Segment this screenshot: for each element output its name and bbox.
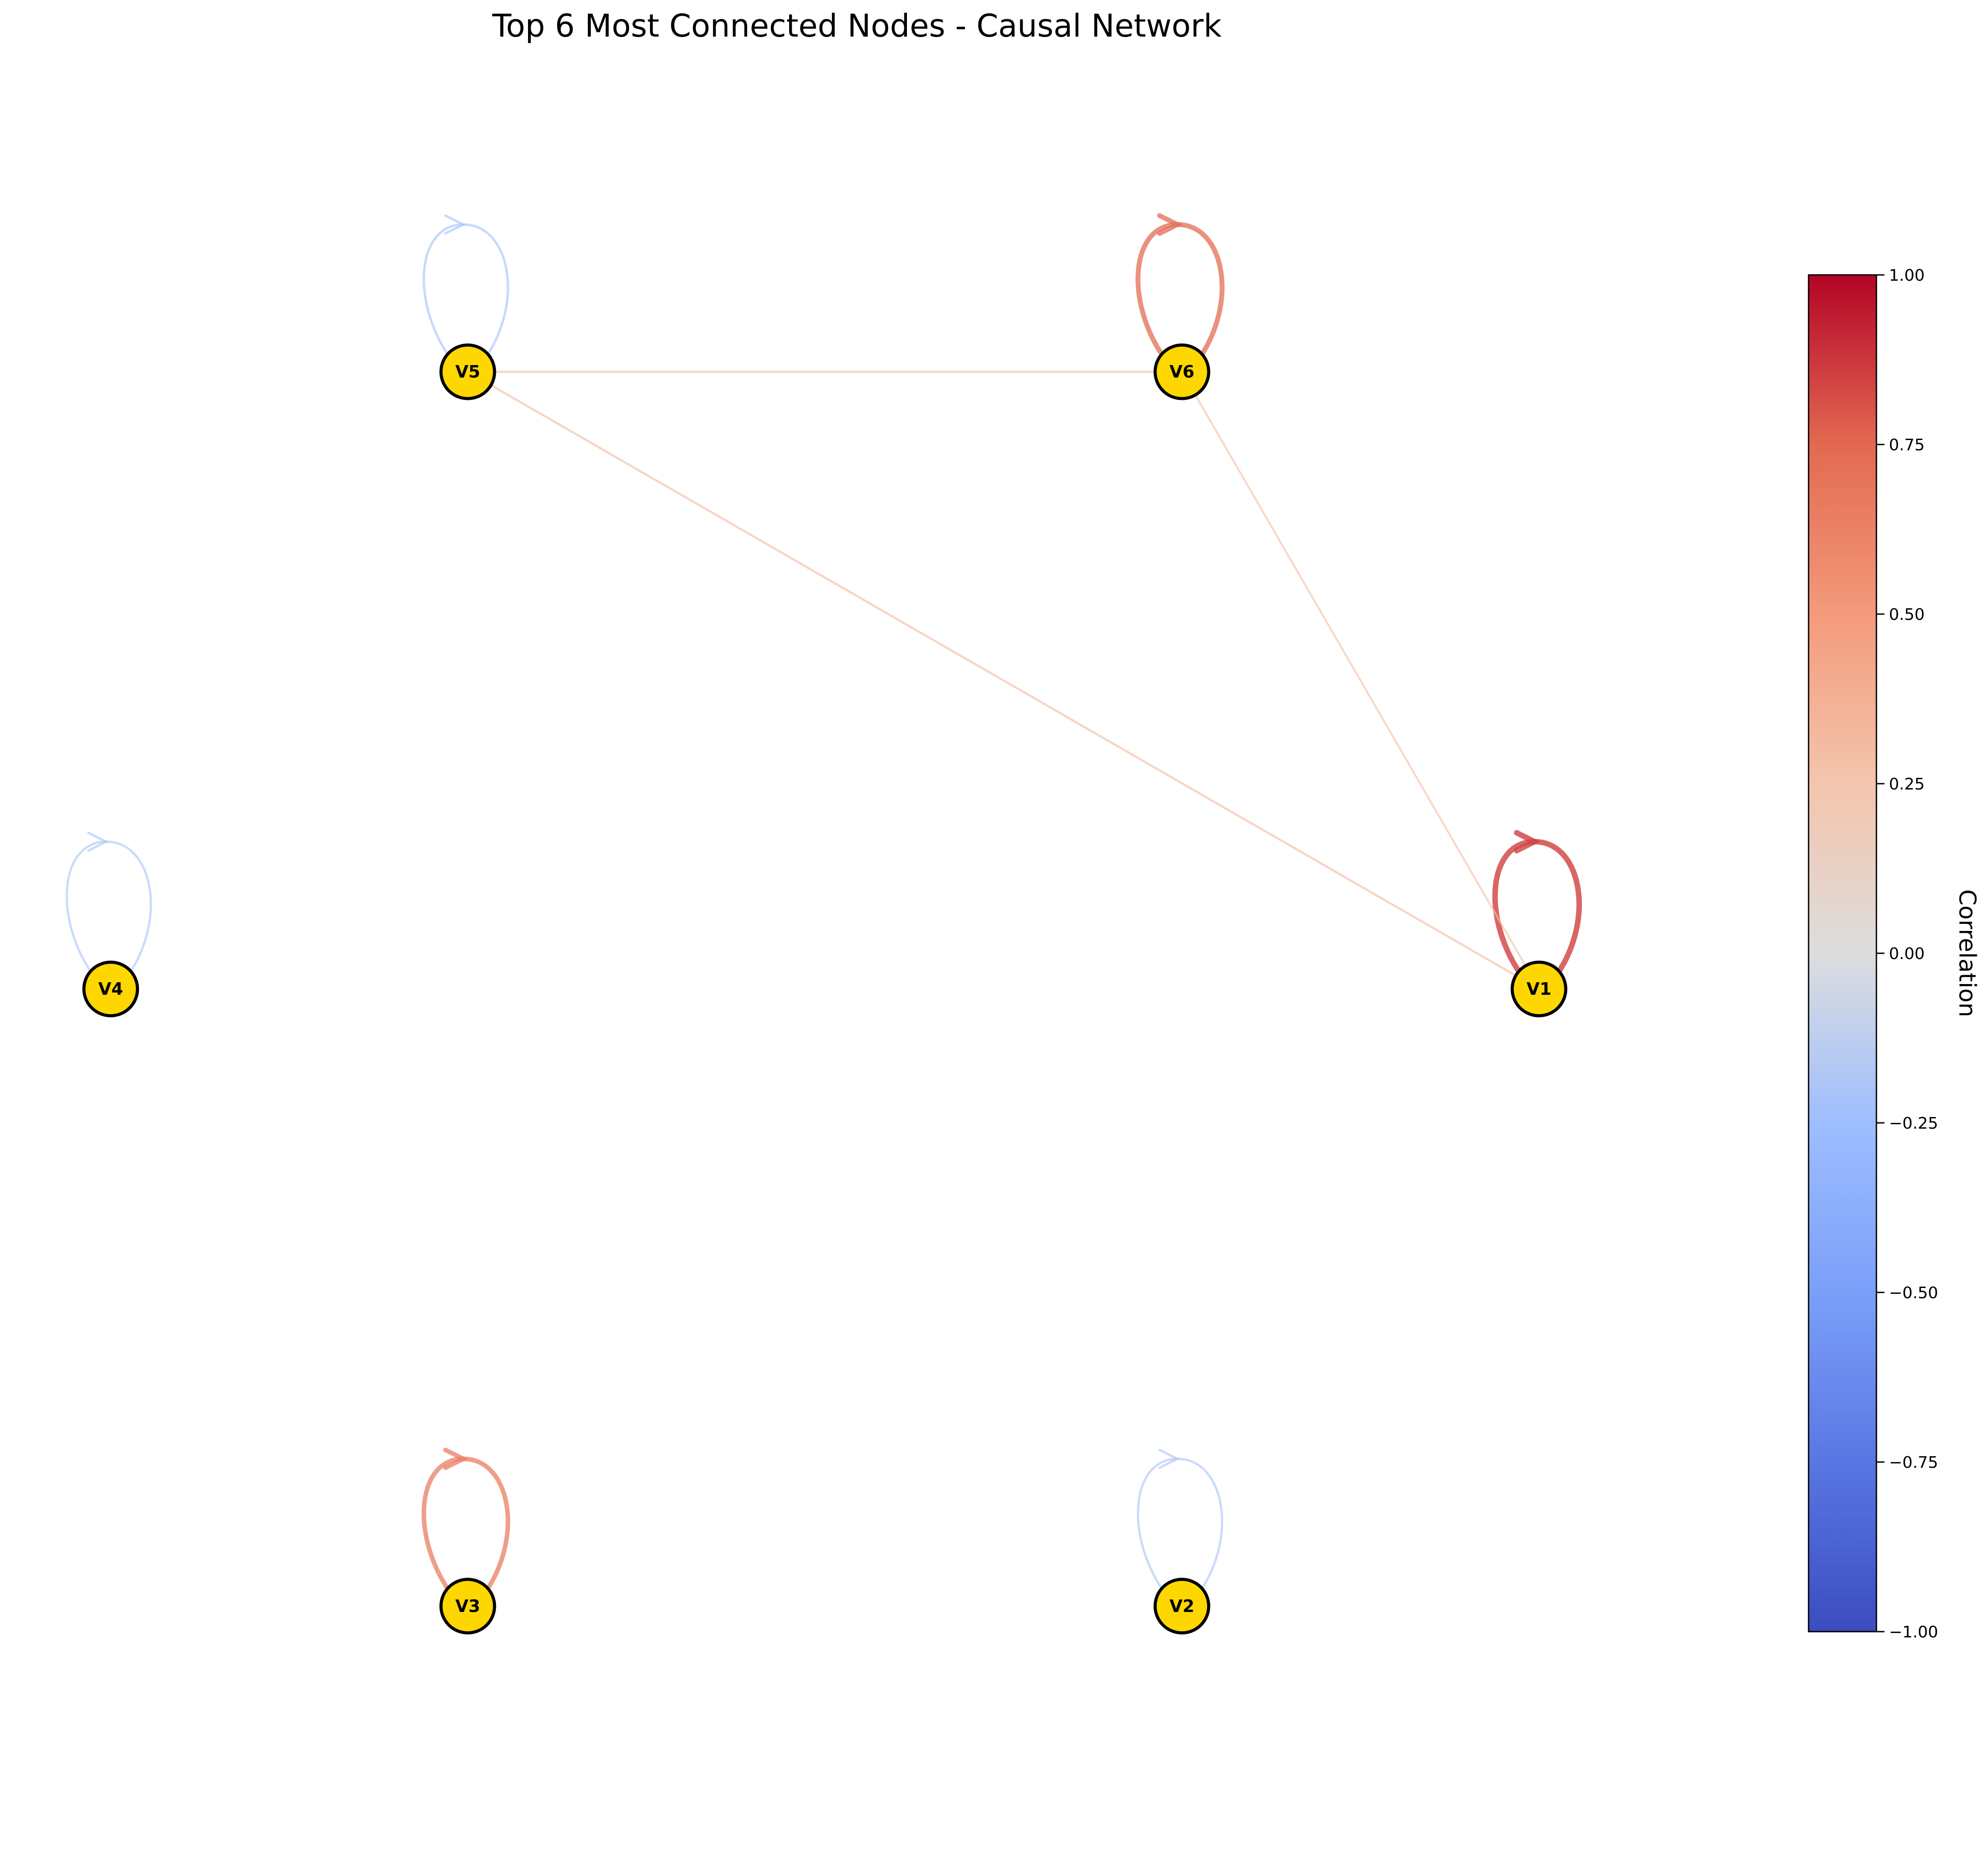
self-loop-arrow-V4 [87,831,109,852]
self-loop-arrow-V5 [444,214,466,235]
colorbar-tick-label: 1.00 [1889,266,1925,285]
colorbar-tick-label: 0.00 [1889,945,1925,963]
node-circle-V4 [82,960,139,1018]
node-V2: V2 [1153,1578,1210,1635]
nodes-layer: V1 V2 V3 V4 V5 V6 [82,343,1568,1635]
self-loop-arrow-V1 [1514,830,1541,854]
colorbar-tick-label: −0.50 [1889,1284,1938,1302]
node-V1: V1 [1510,960,1568,1018]
colorbar-tick-label: −1.00 [1889,1623,1938,1641]
node-label-V4: V4 [98,979,123,999]
node-label-V1: V1 [1526,979,1551,999]
colorbar-gradient [1808,274,1877,1633]
colorbar-label: Correlation [1954,889,1980,1018]
node-label-V6: V6 [1169,362,1194,382]
node-circle-V3 [439,1578,496,1635]
node-circle-V5 [439,343,496,400]
colorbar-tick-label: 0.75 [1889,436,1925,454]
node-V4: V4 [82,960,139,1018]
self-loop-arrow-V3 [443,1447,469,1470]
node-V3: V3 [439,1578,496,1635]
node-label-V3: V3 [455,1596,480,1616]
node-V6: V6 [1153,343,1210,400]
node-label-V5: V5 [455,362,480,382]
node-V5: V5 [439,343,496,400]
edge-V1-V5 [467,371,1540,990]
edges-layer [66,213,1582,1603]
node-circle-V6 [1153,343,1210,400]
self-loop-arrow-V2 [1158,1449,1180,1469]
node-label-V2: V2 [1169,1596,1194,1616]
node-circle-V1 [1510,960,1568,1018]
edge-V1-V6 [1181,371,1540,990]
colorbar-tick-label: 0.25 [1889,775,1925,793]
colorbar-tick-label: −0.75 [1889,1454,1938,1472]
colorbar-tick-label: −0.25 [1889,1114,1938,1133]
colorbar-tick-label: 0.50 [1889,606,1925,624]
colorbar-ticks: 1.00 0.75 0.50 0.25 0.00 −0.25 −0.50 −0.75 −1.00 [1876,266,1938,1641]
colorbar: 1.00 0.75 0.50 0.25 0.00 −0.25 −0.50 −0.75 −1.00… [1808,266,1980,1641]
self-loop-arrow-V6 [1157,213,1183,236]
chart-title: Top 6 Most Connected Nodes - Causal Netw… [492,8,1222,44]
node-circle-V2 [1153,1578,1210,1635]
